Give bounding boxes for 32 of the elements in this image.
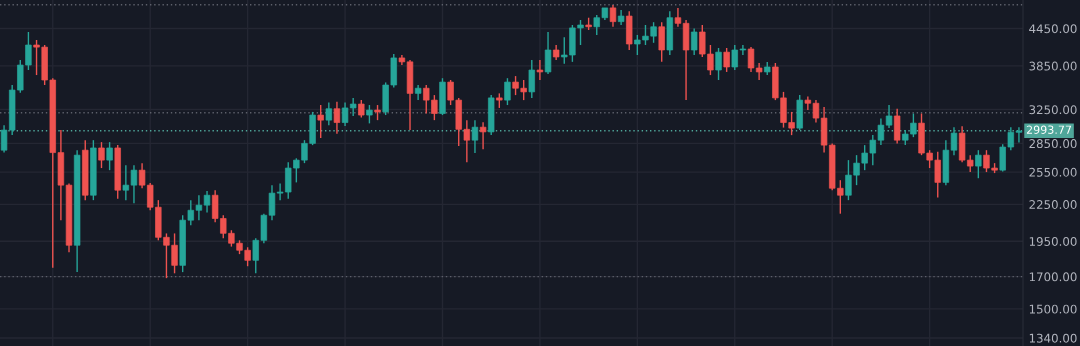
candlestick xyxy=(975,149,982,179)
y-tick-label: 4450.00 xyxy=(1029,24,1077,34)
candlestick xyxy=(544,31,552,75)
candlestick xyxy=(885,104,893,129)
candlestick xyxy=(333,101,341,135)
candlestick xyxy=(317,104,324,139)
candlestick xyxy=(471,119,479,154)
candlestick xyxy=(536,59,544,81)
candlestick xyxy=(528,59,535,99)
y-tick-label: 2850.00 xyxy=(1029,139,1077,149)
y-tick-label: 2250.00 xyxy=(1029,200,1077,209)
candlestick xyxy=(690,27,698,56)
candlestick xyxy=(479,121,487,151)
y-tick-label: 1340.00 xyxy=(1029,333,1077,343)
y-tick-label: 3250.00 xyxy=(1029,105,1077,115)
candlestick xyxy=(723,47,730,73)
candlestick xyxy=(715,47,722,81)
candlestick xyxy=(325,101,333,126)
y-tick-label: 1700.00 xyxy=(1029,272,1077,282)
candlestick xyxy=(203,190,211,214)
candlestick xyxy=(98,141,105,169)
y-tick-label: 1950.00 xyxy=(1029,236,1077,246)
y-tick-label: 3850.00 xyxy=(1029,61,1077,71)
ref-line-label: 2993.77 xyxy=(1026,125,1072,134)
candlestick xyxy=(609,4,617,28)
candlestick xyxy=(504,77,511,106)
y-tick-label: 2550.00 xyxy=(1029,167,1077,177)
y-tick-label: 1500.00 xyxy=(1029,304,1077,314)
candlestick xyxy=(106,141,113,171)
candlestick xyxy=(658,21,665,63)
candlestick xyxy=(366,104,373,125)
candlestick xyxy=(674,7,682,28)
